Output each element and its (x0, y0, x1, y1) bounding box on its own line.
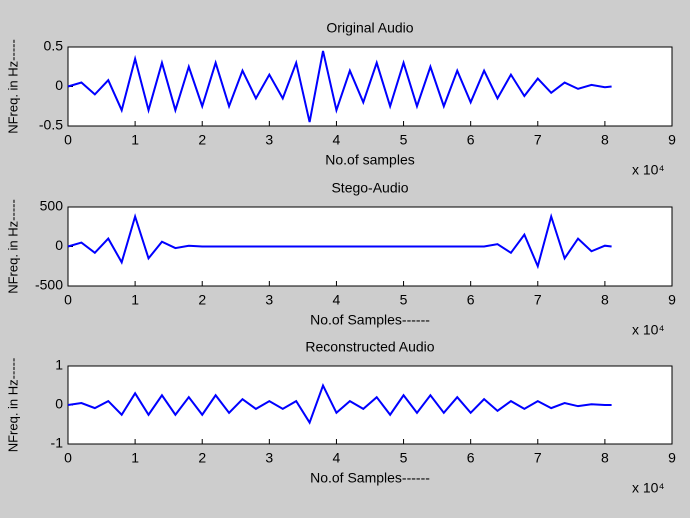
waveform (67, 212, 612, 270)
x-multiplier: x 10⁴ (632, 322, 664, 338)
y-tick-label: 1 (55, 357, 63, 373)
x-axis-label: No.of Samples------ (310, 312, 430, 328)
y-tick-label: 0 (55, 237, 63, 253)
x-tick-label: 2 (198, 292, 206, 308)
x-tick-label: 0 (64, 132, 72, 148)
x-tick-label: 4 (333, 450, 341, 466)
x-tick-label: 0 (64, 450, 72, 466)
chart-title: Reconstructed Audio (305, 339, 434, 355)
y-tick-label: 0 (55, 396, 63, 412)
x-tick-label: 7 (534, 450, 542, 466)
x-multiplier: x 10⁴ (632, 162, 664, 178)
chart-title: Stego-Audio (331, 180, 408, 196)
y-tick-label: -500 (35, 277, 63, 293)
axes-box (67, 46, 673, 127)
y-axis-label: NFreq. in Hz----- (5, 39, 20, 134)
y-axis-label: NFreq. in Hz----- (5, 199, 20, 294)
x-tick-label: 0 (64, 292, 72, 308)
y-axis-label: NFreq. in Hz----- (5, 358, 20, 453)
x-axis-label: No.of Samples------ (310, 470, 430, 486)
x-tick-label: 6 (467, 132, 475, 148)
waveform (67, 382, 612, 425)
y-tick-label: -0.5 (39, 117, 63, 133)
x-tick-label: 5 (400, 292, 408, 308)
x-tick-label: 4 (333, 132, 341, 148)
x-multiplier: x 10⁴ (632, 480, 664, 496)
x-tick-label: 1 (131, 132, 139, 148)
x-tick-label: 3 (265, 132, 273, 148)
x-tick-label: 2 (198, 132, 206, 148)
x-tick-label: 8 (601, 450, 609, 466)
y-tick-label: 500 (40, 198, 64, 214)
x-tick-label: 7 (534, 292, 542, 308)
x-axis-label: No.of samples (325, 152, 414, 168)
waveform (67, 50, 612, 123)
x-tick-label: 3 (265, 450, 273, 466)
x-tick-label: 2 (198, 450, 206, 466)
x-tick-label: 7 (534, 132, 542, 148)
x-tick-label: 4 (333, 292, 341, 308)
x-tick-label: 9 (668, 450, 676, 466)
y-tick-label: 0 (55, 77, 63, 93)
x-tick-label: 9 (668, 132, 676, 148)
x-tick-label: 1 (131, 450, 139, 466)
x-tick-label: 6 (467, 450, 475, 466)
y-tick-label: -1 (51, 435, 64, 451)
y-tick-label: 0.5 (44, 38, 64, 54)
x-tick-label: 5 (400, 450, 408, 466)
x-tick-label: 9 (668, 292, 676, 308)
x-tick-label: 3 (265, 292, 273, 308)
x-tick-label: 8 (601, 292, 609, 308)
x-tick-label: 6 (467, 292, 475, 308)
x-tick-label: 1 (131, 292, 139, 308)
x-tick-label: 8 (601, 132, 609, 148)
chart-title: Original Audio (326, 20, 413, 36)
x-tick-label: 5 (400, 132, 408, 148)
